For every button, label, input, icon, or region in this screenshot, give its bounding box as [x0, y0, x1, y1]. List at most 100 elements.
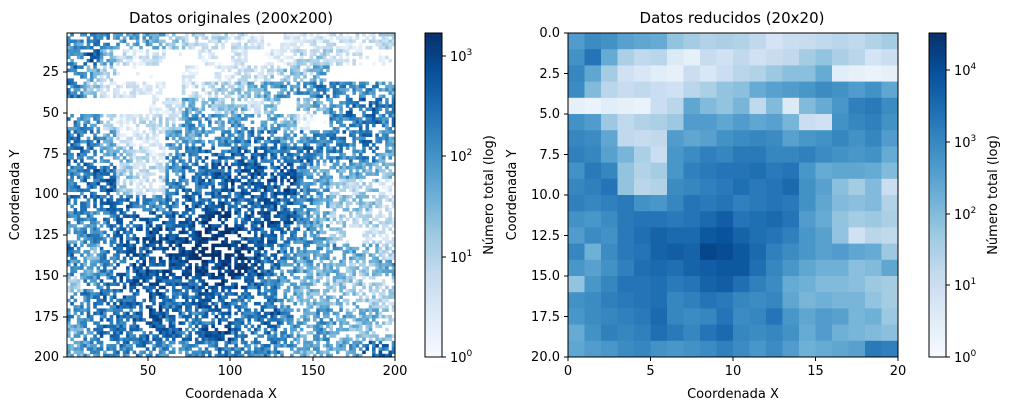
density-pixel: [198, 169, 202, 173]
density-pixel: [250, 84, 255, 89]
density-pixel: [234, 243, 238, 248]
density-pixel: [381, 42, 386, 47]
density-pixel: [378, 207, 383, 212]
density-pixel: [345, 178, 350, 183]
density-pixel: [83, 149, 87, 154]
density-pixel: [237, 149, 242, 154]
density-pixel: [267, 68, 271, 73]
density-pixel: [247, 285, 251, 290]
density-pixel: [372, 101, 376, 105]
density-pixel: [309, 55, 314, 60]
density-pixel: [385, 217, 389, 222]
density-pixel: [168, 107, 173, 112]
density-pixel: [339, 230, 343, 235]
density-pixel: [194, 175, 199, 180]
density-pixel: [385, 107, 389, 112]
density-pixel: [332, 191, 337, 196]
density-pixel: [70, 246, 74, 251]
density-pixel: [299, 39, 304, 44]
density-pixel: [267, 207, 271, 212]
density-pixel: [267, 279, 271, 283]
density-pixel: [326, 266, 330, 270]
density-pixel: [244, 246, 248, 251]
density-pixel: [372, 272, 376, 277]
density-pixel: [93, 195, 97, 199]
density-pixel: [231, 149, 235, 154]
density-pixel: [119, 162, 124, 167]
density-pixel: [352, 207, 356, 212]
density-pixel: [280, 243, 284, 248]
density-pixel: [293, 214, 297, 218]
density-pixel: [155, 62, 160, 66]
density-pixel: [116, 246, 120, 251]
density-pixel: [204, 36, 209, 40]
density-pixel: [240, 45, 245, 50]
density-pixel: [152, 243, 156, 248]
density-pixel: [247, 39, 251, 44]
density-pixel: [149, 75, 153, 79]
density-pixel: [273, 298, 278, 303]
density-pixel: [283, 188, 288, 193]
density-pixel: [89, 68, 94, 73]
density-pixel: [299, 117, 304, 121]
density-pixel: [290, 246, 294, 251]
density-pixel: [76, 259, 81, 264]
density-pixel: [83, 250, 87, 254]
density-pixel: [132, 65, 137, 69]
density-pixel: [175, 204, 179, 209]
density-pixel: [93, 49, 97, 53]
density-pixel: [283, 78, 288, 82]
density-pixel: [165, 269, 169, 274]
density-pixel: [365, 88, 370, 92]
density-pixel: [286, 143, 291, 147]
density-pixel: [355, 156, 360, 160]
density-pixel: [198, 165, 202, 170]
density-pixel: [194, 65, 199, 69]
density-pixel: [244, 285, 248, 290]
density-pixel: [299, 279, 304, 283]
density-pixel: [391, 285, 396, 290]
density-pixel: [208, 201, 212, 206]
density-pixel: [368, 107, 373, 112]
density-pixel: [103, 298, 107, 303]
density-pixel: [378, 101, 383, 105]
density-pixel: [194, 240, 199, 244]
density-pixel: [378, 292, 383, 296]
density-pixel: [76, 52, 81, 56]
density-pixel: [162, 276, 166, 280]
density-pixel: [99, 233, 104, 238]
density-pixel: [188, 169, 192, 173]
density-pixel: [388, 295, 393, 299]
density-pixel: [257, 114, 261, 118]
density-pixel: [385, 272, 389, 277]
density-pixel: [332, 114, 337, 118]
density-pixel: [211, 107, 215, 112]
density-pixel: [240, 285, 245, 290]
density-pixel: [201, 201, 206, 206]
density-pixel: [116, 214, 120, 218]
density-pixel: [326, 97, 330, 102]
density-pixel: [365, 143, 370, 147]
density-pixel: [319, 39, 324, 44]
density-pixel: [152, 114, 156, 118]
density-pixel: [329, 107, 333, 112]
density-pixel: [326, 175, 330, 180]
density-pixel: [240, 94, 245, 99]
density-pixel: [332, 211, 337, 215]
density-pixel: [362, 214, 366, 218]
density-pixel: [290, 263, 294, 267]
density-pixel: [335, 94, 340, 99]
density-pixel: [244, 45, 248, 50]
density-pixel: [178, 240, 183, 244]
density-pixel: [227, 253, 232, 257]
density-pixel: [352, 88, 356, 92]
density-pixel: [244, 288, 248, 293]
density-pixel: [76, 84, 81, 89]
density-pixel: [83, 130, 87, 134]
density-pixel: [378, 39, 383, 44]
density-pixel: [201, 55, 206, 60]
density-pixel: [158, 91, 163, 95]
density-pixel: [76, 117, 81, 121]
density-pixel: [96, 285, 101, 290]
density-pixel: [286, 279, 291, 283]
